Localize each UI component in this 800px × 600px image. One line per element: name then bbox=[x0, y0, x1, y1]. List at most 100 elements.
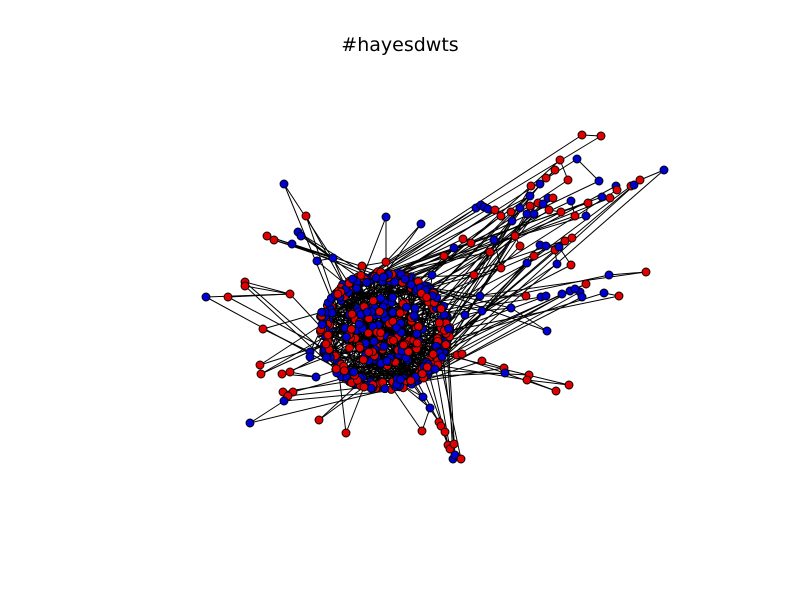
peripheral-edge bbox=[608, 271, 647, 276]
peripheral-node bbox=[201, 292, 211, 302]
peripheral-node bbox=[529, 209, 539, 219]
peripheral-node bbox=[381, 212, 391, 222]
hub-node bbox=[395, 308, 405, 318]
peripheral-edge bbox=[262, 328, 311, 353]
peripheral-node bbox=[570, 284, 580, 294]
peripheral-node bbox=[477, 306, 487, 316]
hub-node bbox=[437, 352, 447, 362]
peripheral-node bbox=[659, 165, 669, 175]
hub-node bbox=[323, 330, 333, 340]
spoke-edge bbox=[361, 216, 387, 280]
hub-node bbox=[430, 364, 440, 374]
peripheral-node bbox=[551, 386, 561, 396]
hub-node bbox=[441, 340, 451, 350]
peripheral-node bbox=[477, 356, 487, 366]
peripheral-node bbox=[510, 231, 520, 241]
hub-node bbox=[403, 347, 413, 357]
peripheral-node bbox=[515, 203, 525, 213]
peripheral-node bbox=[485, 247, 495, 257]
peripheral-node bbox=[605, 193, 615, 203]
peripheral-edge bbox=[526, 379, 570, 386]
hub-node bbox=[409, 311, 419, 321]
peripheral-edge bbox=[526, 379, 557, 392]
peripheral-node bbox=[541, 291, 551, 301]
peripheral-edge bbox=[244, 285, 291, 295]
peripheral-node bbox=[577, 130, 587, 140]
peripheral-node bbox=[529, 251, 539, 261]
peripheral-node bbox=[596, 131, 606, 141]
peripheral-node bbox=[277, 369, 287, 379]
hub-node bbox=[364, 347, 374, 357]
peripheral-node bbox=[341, 428, 351, 438]
hub-node bbox=[380, 384, 390, 394]
hub-node bbox=[390, 277, 400, 287]
hub-node bbox=[414, 322, 423, 332]
hub-node bbox=[402, 302, 411, 312]
peripheral-node bbox=[490, 205, 500, 215]
hub-node bbox=[412, 329, 422, 339]
hub-node bbox=[368, 296, 378, 306]
hub-node bbox=[410, 303, 420, 313]
peripheral-node bbox=[563, 175, 573, 185]
peripheral-node bbox=[436, 421, 446, 431]
peripheral-node bbox=[556, 207, 566, 217]
peripheral-node bbox=[515, 241, 525, 251]
peripheral-node bbox=[381, 257, 391, 267]
peripheral-node bbox=[460, 310, 470, 320]
spoke-edge bbox=[427, 169, 665, 377]
peripheral-edge bbox=[473, 251, 491, 276]
peripheral-node bbox=[223, 292, 233, 302]
peripheral-node bbox=[311, 372, 321, 382]
peripheral-node bbox=[496, 263, 506, 273]
spoke-edge bbox=[325, 180, 600, 312]
peripheral-edge bbox=[385, 223, 422, 263]
peripheral-edge bbox=[443, 195, 531, 257]
peripheral-node bbox=[641, 267, 651, 277]
peripheral-node bbox=[449, 243, 459, 253]
hub-node bbox=[417, 369, 427, 379]
peripheral-edge bbox=[481, 307, 512, 312]
hub-node bbox=[317, 320, 327, 330]
peripheral-edge bbox=[259, 343, 327, 366]
hub-node bbox=[388, 336, 398, 345]
hub-node bbox=[349, 367, 359, 377]
peripheral-node bbox=[570, 211, 580, 221]
peripheral-node bbox=[564, 380, 574, 390]
peripheral-node bbox=[572, 154, 582, 164]
hub-node bbox=[333, 289, 343, 299]
peripheral-node bbox=[279, 396, 289, 406]
peripheral-node bbox=[450, 450, 460, 460]
hub-node bbox=[406, 376, 416, 386]
hub-node bbox=[341, 332, 351, 342]
peripheral-node bbox=[240, 281, 250, 291]
peripheral-node bbox=[581, 211, 591, 221]
hub-node bbox=[339, 366, 349, 376]
peripheral-node bbox=[449, 439, 459, 449]
peripheral-node bbox=[507, 216, 517, 226]
chart-title: #hayesdwts bbox=[341, 34, 459, 56]
hub-node bbox=[400, 274, 410, 284]
peripheral-node bbox=[577, 292, 587, 302]
peripheral-node bbox=[269, 235, 279, 245]
peripheral-node bbox=[581, 279, 591, 289]
peripheral-node bbox=[285, 289, 295, 299]
hub-node bbox=[363, 328, 373, 338]
peripheral-node bbox=[301, 211, 311, 221]
hub-node bbox=[399, 340, 409, 350]
spoke-edge bbox=[249, 391, 379, 424]
peripheral-edge bbox=[227, 293, 291, 298]
peripheral-node bbox=[567, 233, 577, 243]
hub-node bbox=[422, 292, 432, 302]
peripheral-node bbox=[604, 270, 614, 280]
peripheral-node bbox=[416, 219, 426, 229]
peripheral-node bbox=[599, 288, 609, 298]
spoke-edge bbox=[227, 296, 321, 347]
peripheral-node bbox=[262, 231, 272, 241]
peripheral-node bbox=[552, 259, 562, 269]
peripheral-edge bbox=[493, 239, 502, 269]
peripheral-node bbox=[287, 239, 297, 249]
hub-node bbox=[346, 324, 356, 334]
peripheral-edge bbox=[431, 247, 455, 276]
peripheral-node bbox=[427, 270, 437, 280]
peripheral-edge bbox=[249, 400, 285, 424]
